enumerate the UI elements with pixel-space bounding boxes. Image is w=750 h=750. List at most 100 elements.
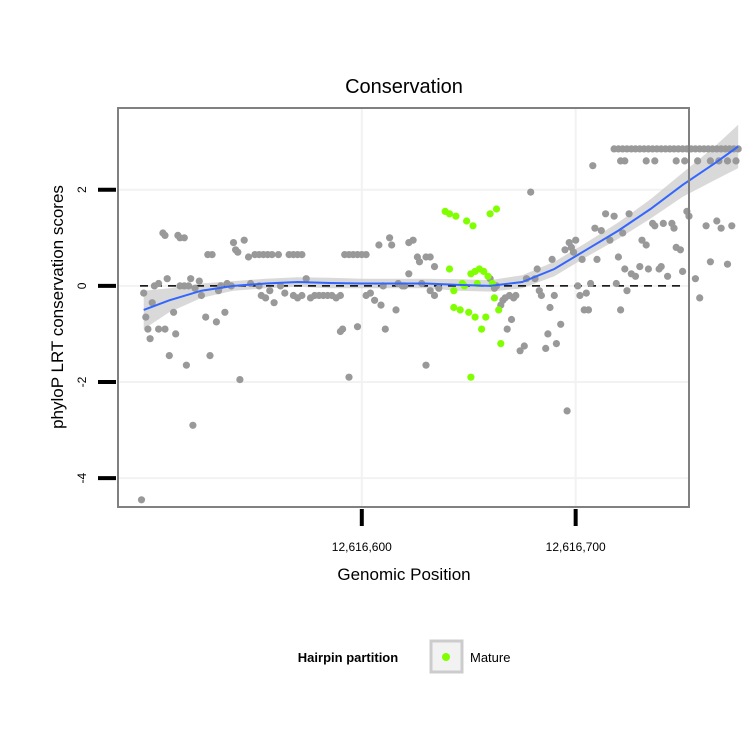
data-point: [670, 224, 678, 232]
x-tick-label: 12,616,600: [332, 540, 392, 554]
data-point: [281, 289, 289, 297]
data-point: [676, 246, 685, 254]
data-point: [240, 236, 248, 244]
data-point: [723, 260, 732, 268]
data-point: [298, 251, 306, 259]
data-point: [706, 258, 715, 266]
data-point: [614, 253, 623, 261]
data-point: [691, 275, 700, 283]
legend-key-mature: [442, 653, 450, 661]
legend: Hairpin partition Mature: [298, 639, 510, 674]
data-point: [381, 325, 389, 333]
data-point: [435, 284, 443, 292]
data-point: [623, 287, 631, 295]
data-point: [142, 313, 150, 321]
data-point: [512, 291, 520, 300]
data-point: [636, 263, 644, 271]
data-point: [140, 289, 148, 297]
data-point: [274, 251, 282, 259]
data-point: [430, 263, 439, 271]
data-point: [270, 299, 278, 307]
data-point-mature: [495, 306, 503, 314]
data-point: [426, 253, 434, 261]
data-point: [520, 342, 528, 350]
data-point: [544, 330, 552, 338]
data-point: [146, 335, 154, 343]
data-point: [155, 279, 163, 288]
data-point: [234, 248, 242, 256]
data-point: [619, 229, 627, 237]
data-point: [569, 248, 578, 256]
data-point: [659, 219, 667, 227]
data-point: [155, 325, 163, 333]
data-point: [546, 303, 554, 312]
smooth-line: [143, 145, 739, 311]
background-points: [137, 145, 742, 504]
data-point: [191, 284, 199, 292]
data-point-mature: [469, 222, 477, 230]
data-point: [236, 376, 244, 384]
data-point-mature: [484, 272, 492, 280]
data-point: [371, 296, 379, 304]
data-point: [221, 308, 229, 316]
data-point: [302, 275, 310, 283]
data-point-mature: [490, 294, 498, 302]
data-point: [550, 291, 558, 300]
data-point: [507, 315, 516, 324]
data-point: [163, 275, 171, 283]
data-point-mature: [497, 340, 505, 348]
data-point: [137, 496, 146, 504]
data-point: [195, 277, 203, 285]
legend-key-box: [429, 639, 464, 674]
data-point: [165, 352, 173, 360]
data-point: [503, 325, 511, 333]
data-point: [533, 265, 541, 273]
data-point: [651, 222, 659, 230]
data-point: [366, 289, 374, 297]
x-tick-label: 12,616,700: [546, 540, 606, 554]
data-point: [229, 239, 238, 247]
confidence-band: [143, 124, 739, 330]
data-point: [527, 188, 535, 196]
data-point: [161, 231, 169, 239]
data-point: [621, 265, 629, 273]
data-point: [589, 162, 597, 170]
data-point: [262, 294, 270, 302]
data-point: [606, 236, 614, 244]
y-tick-label: 2: [75, 186, 89, 193]
plot-panel: [118, 108, 689, 507]
data-point: [642, 241, 650, 249]
data-point: [584, 306, 593, 314]
data-point: [430, 291, 439, 300]
data-point: [202, 313, 210, 321]
data-point-mature: [478, 325, 486, 333]
data-point: [557, 320, 565, 328]
data-point: [339, 325, 347, 333]
data-point: [266, 287, 274, 295]
data-point: [182, 361, 190, 369]
data-point-mature: [450, 303, 458, 312]
y-axis: -4 -2 0 2: [75, 186, 116, 484]
data-point: [353, 323, 362, 331]
data-point: [185, 282, 193, 290]
data-point-mature: [482, 313, 490, 321]
data-point: [362, 251, 370, 259]
data-point: [574, 282, 582, 290]
data-point: [713, 217, 721, 225]
data-point: [696, 294, 704, 302]
data-point: [651, 157, 659, 165]
data-point: [694, 157, 702, 165]
data-point-mature: [486, 210, 494, 218]
data-point: [345, 373, 353, 381]
data-point: [679, 267, 687, 275]
data-point: [415, 258, 424, 266]
data-point: [172, 330, 180, 338]
data-point: [161, 325, 169, 333]
data-point: [552, 340, 561, 348]
smooth-curve: [143, 145, 739, 311]
data-point: [723, 157, 732, 165]
data-point: [189, 421, 197, 429]
data-point: [717, 224, 725, 232]
data-point: [180, 234, 188, 242]
data-point-mature: [456, 306, 464, 314]
